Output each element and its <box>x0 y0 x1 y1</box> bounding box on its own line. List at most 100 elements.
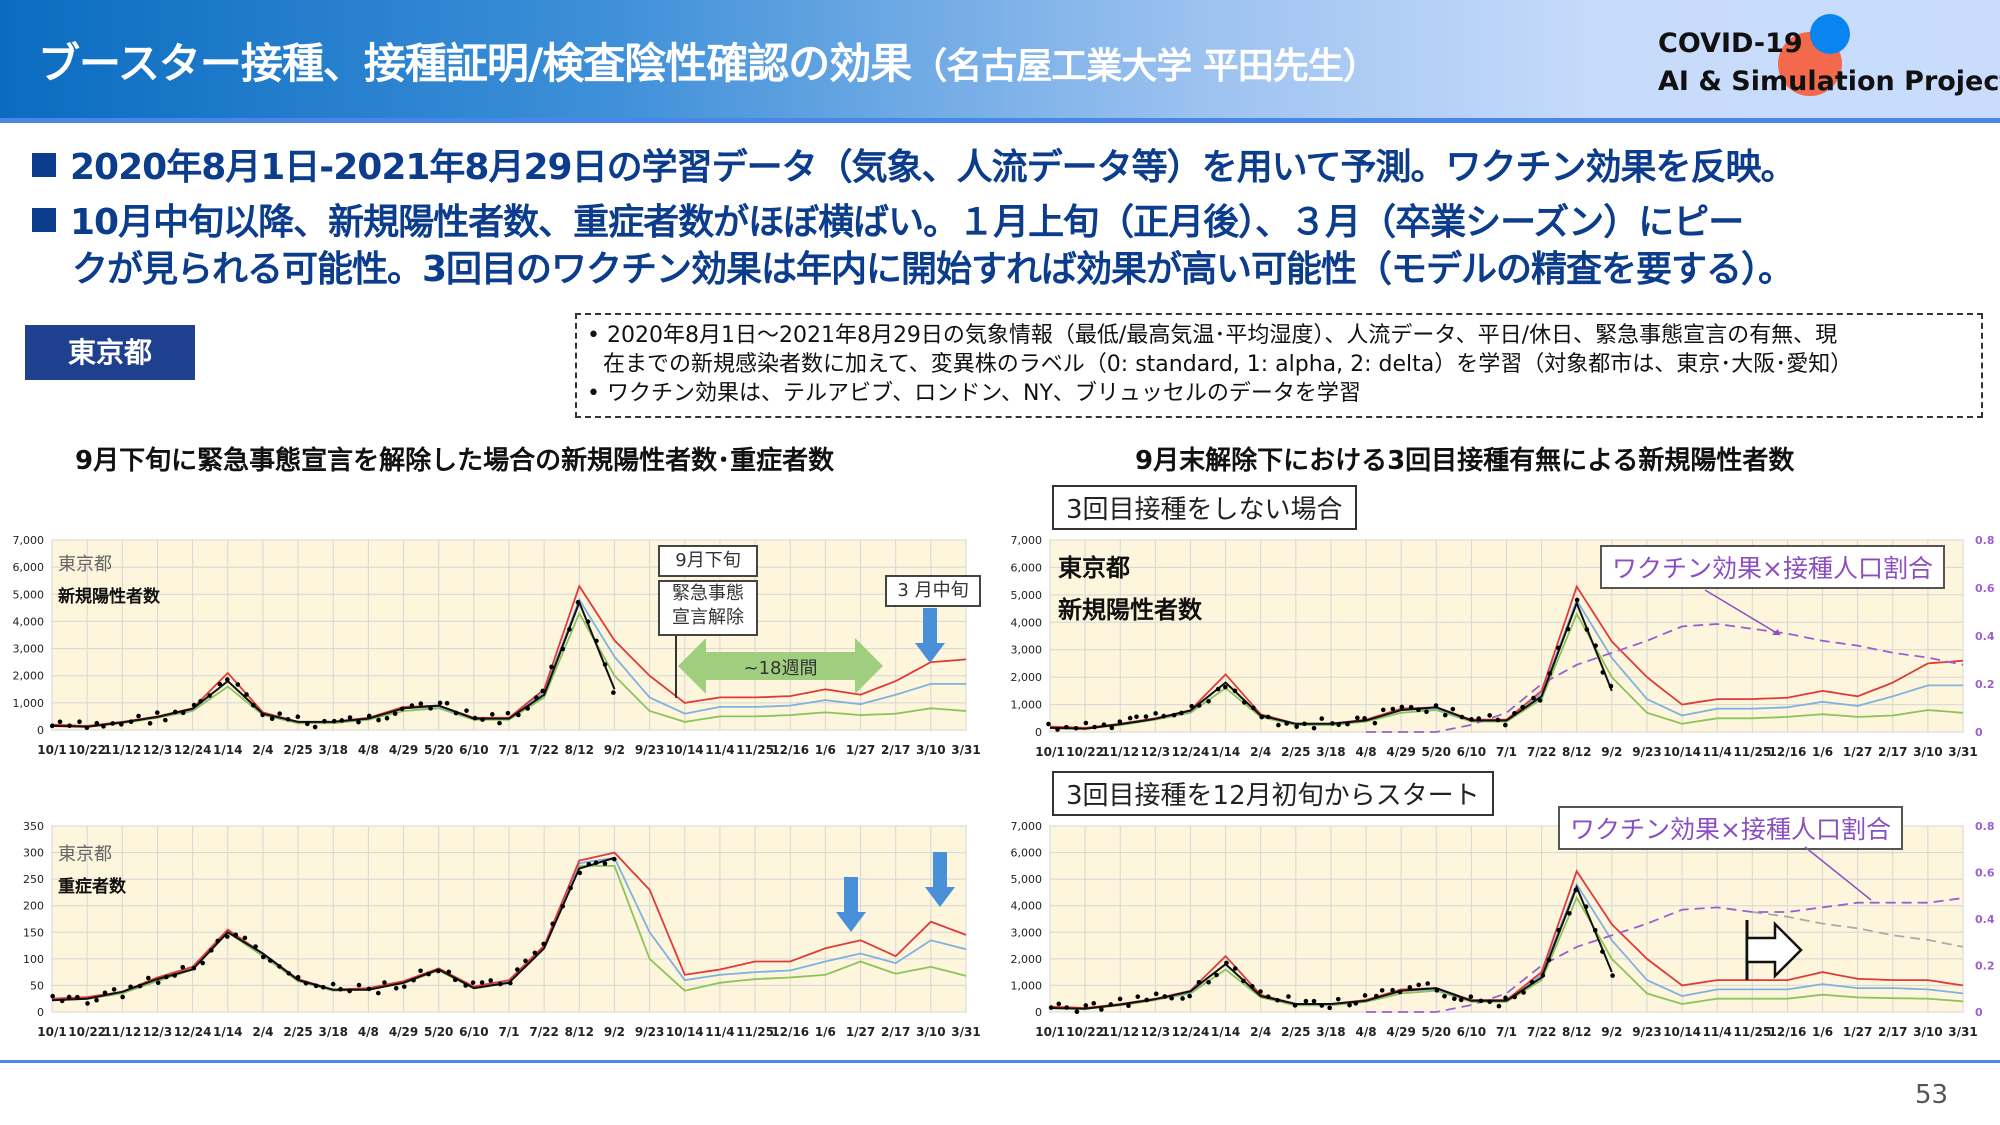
y-tick-label: 0 <box>37 1006 44 1019</box>
observed-dot <box>1286 994 1291 999</box>
x-tick-label: 1/27 <box>846 1025 875 1039</box>
observed-dot <box>505 710 511 716</box>
x-tick-label: 3/18 <box>1316 1025 1345 1039</box>
observed-dot <box>1468 994 1474 1000</box>
observed-dot <box>1574 597 1580 603</box>
observed-dot <box>1284 721 1290 726</box>
bullet-text: 10月中旬以降、新規陽性者数、重症者数がほぼ横ばい。１月上旬（正月後）、３月（卒… <box>70 202 1744 243</box>
y2-tick-label: 0.4 <box>1975 630 1995 643</box>
x-tick-label: 12/24 <box>174 1025 212 1039</box>
x-tick-label: 11/25 <box>1733 1025 1771 1039</box>
observed-dot <box>1064 724 1069 730</box>
observed-dot <box>1055 727 1060 732</box>
observed-dot <box>217 681 223 687</box>
observed-dot <box>66 994 72 1000</box>
observed-dot <box>94 720 100 726</box>
observed-dot <box>137 983 143 989</box>
x-tick-label: 2/4 <box>252 743 273 757</box>
bullet-square-icon <box>32 208 56 232</box>
annotation-lift: 緊急事態 宣言解除 <box>658 580 758 636</box>
y-tick-label: 50 <box>30 979 44 992</box>
x-tick-label: 12/16 <box>1769 1025 1807 1039</box>
observed-dot <box>602 861 608 866</box>
observed-dot <box>110 721 116 726</box>
observed-dot <box>1469 717 1474 722</box>
header-divider <box>0 118 2000 123</box>
observed-dot <box>1336 722 1341 728</box>
observed-dot <box>268 958 273 963</box>
observed-dot <box>1224 960 1229 966</box>
observed-dot <box>1537 698 1543 703</box>
observed-dot <box>1380 707 1386 713</box>
x-tick-label: 12/16 <box>771 1025 809 1039</box>
observed-dot <box>146 975 151 981</box>
observed-dot <box>172 973 177 978</box>
x-tick-label: 3/10 <box>916 1025 945 1039</box>
y-tick-label: 3,000 <box>13 643 45 656</box>
observed-dot <box>532 950 538 956</box>
observed-dot <box>1101 722 1107 727</box>
observed-dot <box>602 662 608 667</box>
observed-dot <box>225 677 230 682</box>
x-tick-label: 5/20 <box>1422 745 1451 759</box>
observed-dot <box>575 600 581 605</box>
observed-dot <box>1584 627 1590 632</box>
observed-dot <box>534 695 539 700</box>
observed-dot <box>1064 1005 1070 1010</box>
observed-dot <box>1459 714 1465 720</box>
observed-dot <box>1259 714 1264 720</box>
observed-dot <box>1074 1009 1080 1015</box>
observed-dot <box>1407 985 1413 990</box>
y-tick-label: 7,000 <box>1011 820 1043 833</box>
observed-dot <box>1223 684 1228 690</box>
observed-dot <box>1529 979 1535 985</box>
observed-dot <box>549 664 554 670</box>
y-tick-label: 200 <box>23 900 44 913</box>
x-tick-label: 8/12 <box>565 743 594 757</box>
logo-text-project: AI & Simulation Project <box>1658 66 2000 97</box>
observed-dot <box>567 627 572 632</box>
y-tick-label: 3,000 <box>1011 644 1043 657</box>
observed-dot <box>191 702 197 708</box>
observed-dot <box>593 860 599 866</box>
observed-dot <box>233 932 239 938</box>
x-tick-label: 10/22 <box>68 743 106 757</box>
observed-dot <box>1600 670 1606 675</box>
x-tick-label: 4/29 <box>389 743 418 757</box>
chart-series-label: 新規陽性者数 <box>1058 596 1202 624</box>
observed-dot <box>376 717 381 723</box>
observed-dot <box>1232 966 1238 971</box>
x-tick-label: 7/22 <box>1527 745 1556 759</box>
observed-dot <box>1169 995 1174 1001</box>
x-tick-label: 4/29 <box>1386 745 1415 759</box>
observed-dot <box>1187 993 1192 999</box>
observed-dot <box>472 715 478 721</box>
y-tick-label: 150 <box>23 926 44 939</box>
observed-dot <box>498 981 503 987</box>
x-tick-label: 11/25 <box>736 743 774 757</box>
observed-dot <box>347 715 353 720</box>
y-tick-label: 2,000 <box>13 670 45 683</box>
observed-dot <box>50 993 55 999</box>
observed-dot <box>215 938 221 944</box>
observed-dot <box>480 717 485 722</box>
observed-dot <box>285 716 291 722</box>
x-tick-label: 1/6 <box>1812 745 1833 759</box>
observed-dot <box>154 710 160 715</box>
observed-dot <box>515 967 520 972</box>
series-line-vaccine <box>1366 897 1964 1013</box>
observed-dot <box>1327 1005 1333 1011</box>
observed-dot <box>59 998 65 1004</box>
x-tick-label: 3/18 <box>319 1025 348 1039</box>
x-tick-label: 12/16 <box>1769 745 1807 759</box>
observed-dot <box>453 710 459 716</box>
y-tick-label: 2,000 <box>1011 953 1043 966</box>
observed-dot <box>1408 704 1414 710</box>
observed-dot <box>560 903 565 909</box>
observed-dot <box>172 709 178 715</box>
x-tick-label: 7/22 <box>1527 1025 1556 1039</box>
x-tick-label: 7/22 <box>529 743 558 757</box>
x-tick-label: 1/14 <box>1211 1025 1240 1039</box>
notes-box: • 2020年8月1日～2021年8月29日の気象情報（最低/最高気温･平均湿度… <box>575 313 1983 418</box>
